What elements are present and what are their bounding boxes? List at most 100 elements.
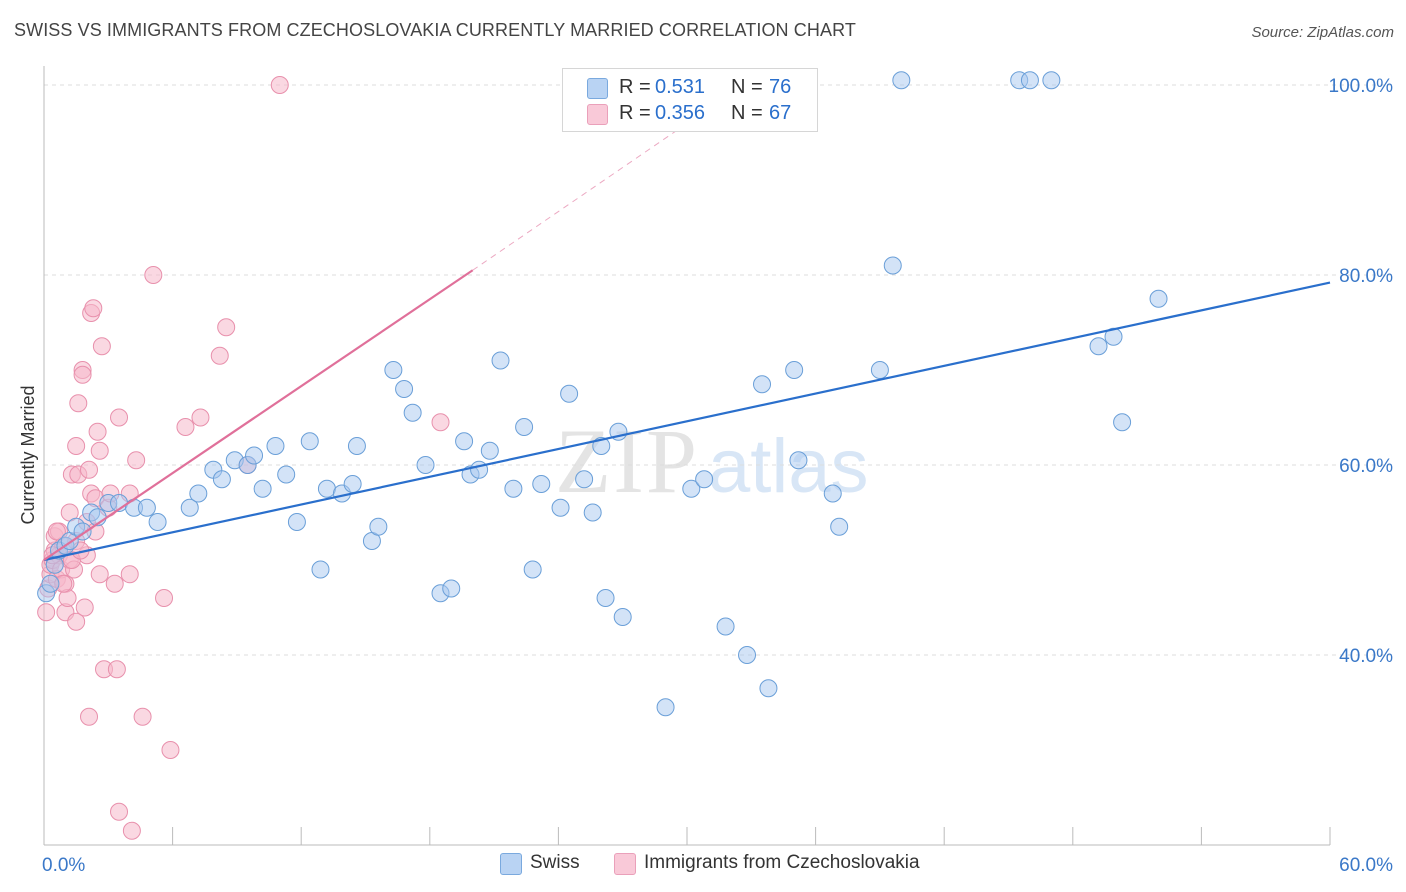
swiss-point-65 (789, 451, 808, 470)
swiss-point-67 (830, 517, 849, 536)
swiss-point-52 (583, 503, 602, 522)
czech-point-36 (90, 565, 109, 584)
czech-trend-extension (472, 108, 709, 271)
bottom-swiss-label: Swiss (530, 852, 580, 873)
czech-point-49 (127, 451, 146, 470)
y-axis-title: Currently Married (18, 385, 38, 524)
swiss-point-74 (1089, 337, 1108, 356)
y-tick-label-0: 40.0% (1339, 646, 1393, 667)
czech-point-23 (69, 394, 88, 413)
swiss-point-18 (212, 470, 231, 489)
swiss-point-76 (1113, 413, 1132, 432)
czech-point-45 (110, 802, 129, 821)
swiss-point-13 (137, 498, 156, 517)
swiss-point-14 (148, 513, 167, 531)
chart-title: SWISS VS IMMIGRANTS FROM CZECHOSLOVAKIA … (14, 20, 856, 40)
swiss-point-73 (1042, 71, 1061, 90)
swiss-point-30 (343, 475, 362, 493)
czech-point-50 (133, 707, 152, 726)
czech-point-37 (90, 441, 109, 460)
swiss-point-70 (892, 71, 911, 90)
swiss-point-47 (523, 560, 542, 579)
czech-point-25 (73, 365, 92, 384)
swiss-point-22 (253, 479, 272, 498)
czech-n-label: N = (731, 102, 763, 124)
czech-point-42 (105, 574, 124, 593)
czech-point-60 (431, 413, 450, 432)
y-tick-label-3: 100.0% (1329, 76, 1394, 97)
swiss-point-48 (532, 475, 551, 493)
czech-point-53 (161, 741, 180, 759)
swiss-point-66 (823, 484, 842, 503)
gridlines (44, 84, 1394, 656)
swiss-point-63 (759, 679, 778, 698)
swiss-point-31 (347, 437, 366, 455)
swiss-points (37, 71, 1168, 717)
swiss-point-1 (41, 574, 60, 593)
stats-legend: R = 0.531 N = 76 R = 0.356 N = 67 (562, 68, 818, 132)
czech-point-55 (191, 408, 210, 427)
swiss-point-40 (455, 432, 474, 451)
swiss-point-64 (785, 361, 804, 379)
axes (43, 66, 1331, 846)
czech-point-48 (122, 821, 141, 840)
swiss-point-68 (870, 361, 889, 379)
swiss-point-27 (311, 560, 330, 579)
swiss-point-49 (551, 498, 570, 517)
czech-point-43 (107, 660, 126, 679)
bottom-swiss-swatch (500, 853, 522, 875)
swiss-r-label: R = (619, 76, 651, 98)
swiss-point-77 (1149, 289, 1168, 308)
tick-labels: 40.0% 60.0% 80.0% 100.0% 0.0% 60.0% (42, 76, 1393, 876)
swiss-point-25 (287, 513, 306, 531)
czech-point-38 (92, 337, 111, 356)
swiss-point-55 (596, 589, 615, 607)
bottom-czech-swatch (614, 853, 636, 875)
swiss-swatch (587, 78, 608, 99)
czech-point-29 (80, 707, 99, 726)
czech-point-35 (88, 422, 107, 441)
czech-point-47 (120, 565, 139, 584)
czech-point-0 (37, 603, 56, 622)
watermark-zip: ZIP (555, 410, 699, 512)
y-tick-label-2: 80.0% (1339, 266, 1393, 287)
swiss-point-69 (883, 256, 902, 275)
czech-point-30 (80, 460, 99, 479)
czech-point-44 (110, 408, 129, 427)
swiss-point-72 (1020, 71, 1039, 90)
swiss-point-39 (442, 579, 461, 598)
source-credit: Source: ZipAtlas.com (1251, 24, 1394, 41)
czech-r-value: 0.356 (655, 102, 706, 124)
swiss-point-59 (695, 470, 714, 489)
swiss-point-62 (753, 375, 772, 394)
swiss-point-33 (369, 517, 388, 536)
swiss-point-37 (416, 456, 435, 474)
swiss-point-35 (395, 380, 414, 398)
swiss-point-16 (189, 484, 208, 503)
czech-point-57 (217, 318, 236, 337)
swiss-point-50 (560, 384, 579, 403)
czech-point-21 (67, 437, 86, 455)
y-axis-title-group: Currently Married (18, 385, 38, 524)
swiss-point-34 (384, 361, 403, 379)
swiss-point-61 (738, 646, 757, 664)
bottom-czech-label: Immigrants from Czechoslovakia (644, 852, 920, 873)
swiss-point-43 (480, 441, 499, 460)
trend-lines (43, 108, 1331, 562)
swiss-point-60 (716, 617, 735, 636)
watermark: ZIP atlas (555, 410, 869, 512)
x-tick-label-max: 60.0% (1339, 855, 1393, 876)
czech-point-56 (210, 346, 229, 365)
swiss-point-57 (656, 698, 675, 717)
czech-swatch (587, 104, 608, 125)
swiss-point-21 (245, 446, 264, 465)
czech-n-value: 67 (769, 102, 792, 124)
czech-point-51 (144, 266, 163, 284)
swiss-point-23 (266, 437, 285, 455)
czech-point-61 (47, 522, 66, 541)
swiss-r-value: 0.531 (655, 76, 706, 98)
czech-point-54 (176, 418, 195, 436)
swiss-n-label: N = (731, 76, 763, 98)
swiss-point-28 (317, 479, 336, 498)
